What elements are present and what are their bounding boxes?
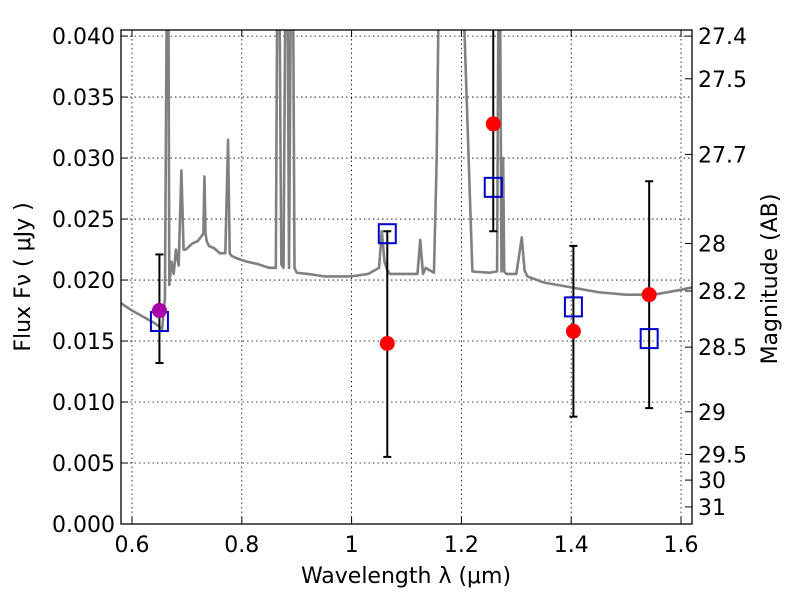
y-tick-label: 0.000 [52, 513, 115, 538]
y-tick-label: 0.010 [52, 391, 115, 416]
right-tick-label: 27.7 [698, 143, 747, 168]
right-tick-label: 29 [698, 401, 726, 426]
right-axis-label: Magnitude (AB) [758, 194, 783, 365]
data-point-observed-single [151, 303, 167, 319]
data-point-observed [565, 323, 581, 339]
y-tick-label: 0.040 [52, 25, 115, 50]
data-point-synthetic [483, 176, 503, 198]
right-tick-label: 28 [698, 232, 726, 257]
y-axis-label: Flux Fν ( μJy ) [11, 202, 36, 351]
data-point-synthetic [377, 223, 397, 245]
y-tick-label: 0.020 [52, 269, 115, 294]
y-tick-label: 0.015 [52, 330, 115, 355]
plot-frame [120, 29, 693, 525]
x-tick-label: 1.2 [444, 533, 479, 558]
data-point-synthetic [639, 328, 659, 350]
right-tick-label: 27.4 [698, 25, 747, 50]
data-point-observed [379, 335, 395, 351]
data-point-observed [641, 287, 657, 303]
y-tick-label: 0.035 [52, 86, 115, 111]
model-spectrum-layer [121, 30, 692, 331]
right-tick-label: 28.5 [698, 336, 747, 361]
x-tick-label: 0.8 [224, 533, 259, 558]
right-tick-label: 31 [698, 496, 726, 521]
right-tick-label: 30 [698, 469, 726, 494]
right-tick-label: 29.5 [698, 443, 747, 468]
data-point-observed [485, 116, 501, 132]
data-point-synthetic [563, 296, 583, 318]
right-tick-label: 28.2 [698, 280, 747, 305]
y-tick-label: 0.005 [52, 452, 115, 477]
right-tick-label: 27.5 [698, 68, 747, 93]
x-axis: 0.6 0.8 1 1.2 1.4 1.6 [114, 30, 699, 558]
model-spectrum-line [121, 30, 692, 331]
y-axis: 0.000 0.005 0.010 0.015 0.020 0.025 0.030 0.035… [52, 25, 128, 538]
x-tick-label: 1.6 [664, 533, 699, 558]
x-tick-label: 1.4 [554, 533, 589, 558]
grid-lines [121, 30, 692, 525]
x-axis-label: Wavelength λ (μm) [301, 564, 511, 589]
marker-layer [149, 116, 659, 351]
y-tick-label: 0.030 [52, 147, 115, 172]
x-tick-label: 0.6 [114, 533, 149, 558]
y-tick-label: 0.025 [52, 208, 115, 233]
x-tick-label: 1 [345, 533, 359, 558]
